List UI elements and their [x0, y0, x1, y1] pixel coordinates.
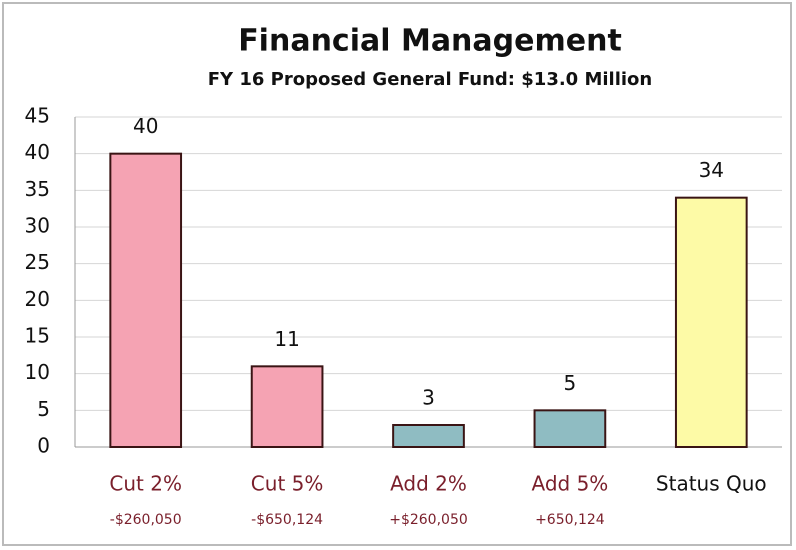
x-tick-note: -$260,050	[110, 512, 182, 528]
y-tick-label: 45	[25, 104, 50, 128]
bar	[250, 365, 324, 449]
chart-subtitle: FY 16 Proposed General Fund: $13.0 Milli…	[208, 69, 653, 90]
bar	[533, 409, 607, 449]
bar	[109, 152, 183, 449]
data-label: 11	[274, 327, 299, 351]
chart-title: Financial Management	[238, 24, 622, 59]
x-tick-note: +650,124	[535, 512, 605, 528]
y-tick-label: 0	[37, 434, 50, 458]
data-label: 5	[564, 371, 577, 395]
data-label: 40	[133, 114, 158, 138]
bar	[674, 196, 748, 448]
y-tick-label: 20	[25, 287, 50, 311]
x-tick-label: Cut 5%	[251, 472, 324, 496]
x-tick-label: Cut 2%	[109, 472, 182, 496]
x-tick-label: Status Quo	[656, 472, 767, 496]
y-tick-label: 15	[25, 324, 50, 348]
y-tick-label: 35	[25, 177, 50, 201]
y-tick-label: 5	[37, 397, 50, 421]
data-label: 3	[422, 386, 435, 410]
x-tick-note: -$650,124	[251, 512, 323, 528]
y-tick-label: 25	[25, 250, 50, 274]
bar	[392, 424, 465, 448]
y-tick-label: 10	[25, 360, 50, 384]
x-tick-note: +$260,050	[389, 512, 468, 528]
data-label: 34	[699, 158, 724, 182]
y-tick-label: 40	[25, 140, 50, 164]
y-tick-label: 30	[25, 214, 50, 238]
x-tick-label: Add 2%	[390, 472, 467, 496]
x-tick-label: Add 5%	[531, 472, 608, 496]
